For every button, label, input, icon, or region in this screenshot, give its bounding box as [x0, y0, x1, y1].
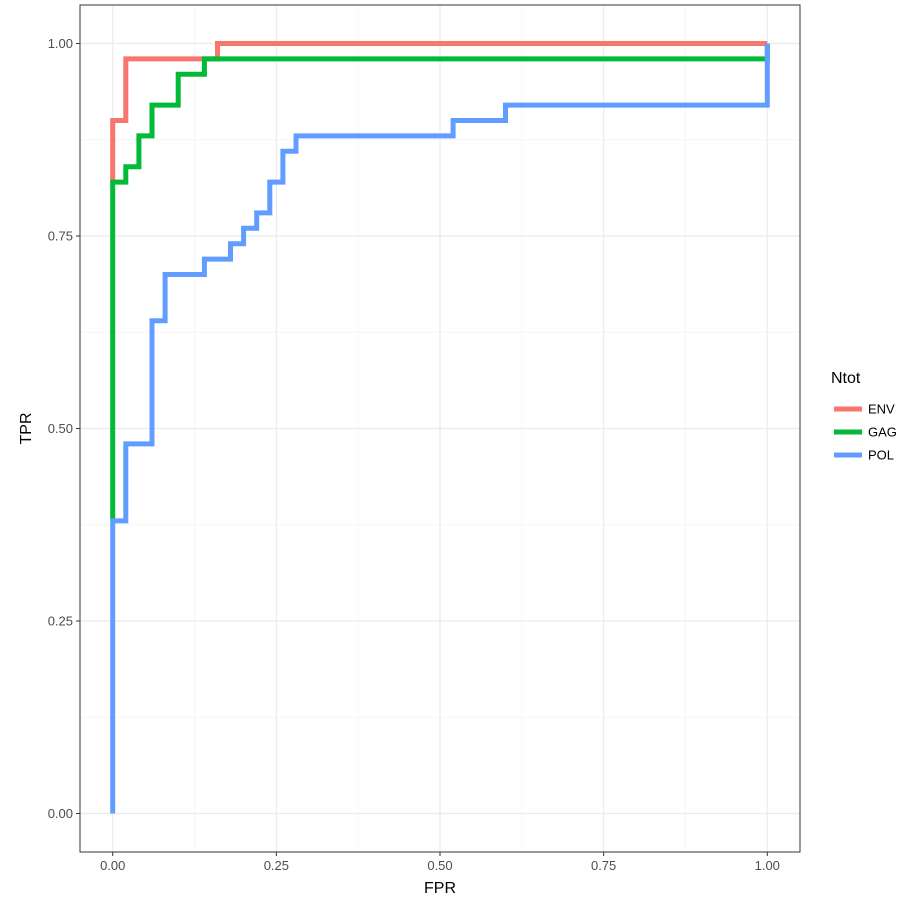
legend-title: Ntot [831, 370, 861, 387]
legend-label-env: ENV [868, 402, 895, 417]
x-tick-label: 1.00 [755, 858, 780, 873]
x-axis-ticks: 0.00 0.25 0.50 0.75 1.00 [100, 852, 780, 873]
legend-label-gag: GAG [868, 425, 897, 440]
x-tick-label: 0.00 [100, 858, 125, 873]
y-tick-label: 0.25 [48, 614, 73, 629]
series-line-env [110, 41, 768, 183]
y-tick-label: 0.00 [48, 806, 73, 821]
y-axis-ticks: 0.00 0.25 0.50 0.75 1.00 [48, 36, 80, 821]
x-tick-label: 0.25 [264, 858, 289, 873]
legend: Ntot ENV GAG POL [831, 370, 897, 463]
x-tick-label: 0.50 [427, 858, 452, 873]
y-axis-title: TPR [18, 413, 35, 445]
legend-label-pol: POL [868, 448, 894, 463]
y-tick-label: 1.00 [48, 36, 73, 51]
x-tick-label: 0.75 [591, 858, 616, 873]
series-lines [110, 41, 770, 814]
x-axis-title: FPR [424, 880, 456, 897]
y-tick-label: 0.75 [48, 229, 73, 244]
series-line-gag [110, 43, 770, 521]
series-line-pol [110, 43, 770, 814]
y-tick-label: 0.50 [48, 421, 73, 436]
